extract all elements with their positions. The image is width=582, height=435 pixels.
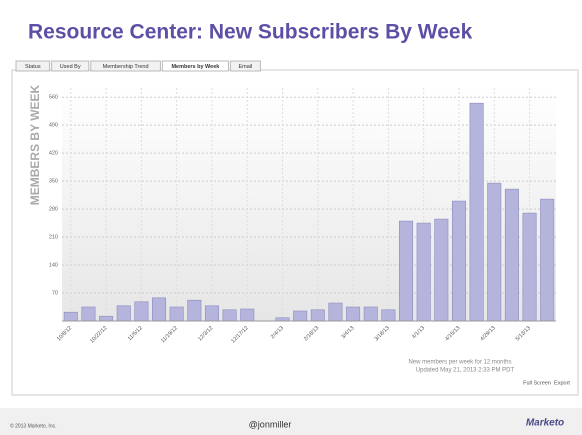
bar xyxy=(81,306,96,322)
tab[interactable] xyxy=(51,60,90,72)
bar xyxy=(451,200,466,322)
tab[interactable] xyxy=(90,60,161,72)
bar xyxy=(187,299,202,322)
bar xyxy=(487,182,502,322)
bar xyxy=(434,218,449,322)
bar xyxy=(134,301,149,322)
bar xyxy=(504,188,519,322)
handle: @jonmiller xyxy=(249,419,292,429)
bar xyxy=(204,305,219,322)
bar xyxy=(469,102,484,322)
bar xyxy=(381,309,396,322)
export-link[interactable]: Export xyxy=(554,380,570,386)
bar xyxy=(328,302,343,322)
slide-title: Resource Center: New Subscribers By Week xyxy=(28,21,473,44)
y-tick-label: 560 xyxy=(49,95,58,101)
y-tick-label: 140 xyxy=(49,263,58,269)
bar xyxy=(63,311,78,322)
bar xyxy=(240,308,255,322)
bar xyxy=(222,309,237,322)
tab[interactable] xyxy=(229,60,261,72)
bar xyxy=(399,220,414,322)
bar xyxy=(99,315,114,322)
tab-label[interactable]: Status xyxy=(25,64,41,70)
note: Updated May 21, 2013 2:33 PM PDT xyxy=(416,368,515,374)
y-tick-label: 490 xyxy=(49,123,58,129)
tab-label[interactable]: Members by Week xyxy=(171,64,220,70)
bar xyxy=(416,222,431,322)
y-tick-label: 420 xyxy=(49,151,58,157)
bar xyxy=(346,306,361,322)
tab[interactable] xyxy=(161,60,229,72)
note: New members per week for 12 months xyxy=(408,360,511,366)
bar xyxy=(116,305,131,322)
tab[interactable] xyxy=(15,60,51,72)
bar xyxy=(169,306,184,322)
y-tick-label: 350 xyxy=(49,179,58,185)
y-tick-label: 280 xyxy=(49,207,58,213)
logo: Marketo xyxy=(526,418,564,429)
bar xyxy=(363,306,378,322)
bar xyxy=(293,310,308,322)
copyright: © 2013 Marketo, Inc. xyxy=(10,422,56,429)
footer-band xyxy=(0,408,582,435)
bar xyxy=(152,297,167,322)
tab-label[interactable]: Membership Trend xyxy=(103,64,149,70)
tab-label[interactable]: Used By xyxy=(60,64,81,70)
y-axis-label: MEMBERS BY WEEK xyxy=(28,84,42,205)
bar xyxy=(310,309,325,322)
y-tick-label: 70 xyxy=(52,290,58,296)
full-screen-link[interactable]: Full Screen xyxy=(523,380,551,386)
bar xyxy=(522,212,537,322)
tab-label[interactable]: Email xyxy=(239,64,253,70)
y-tick-label: 210 xyxy=(49,235,58,241)
bar xyxy=(540,198,555,322)
